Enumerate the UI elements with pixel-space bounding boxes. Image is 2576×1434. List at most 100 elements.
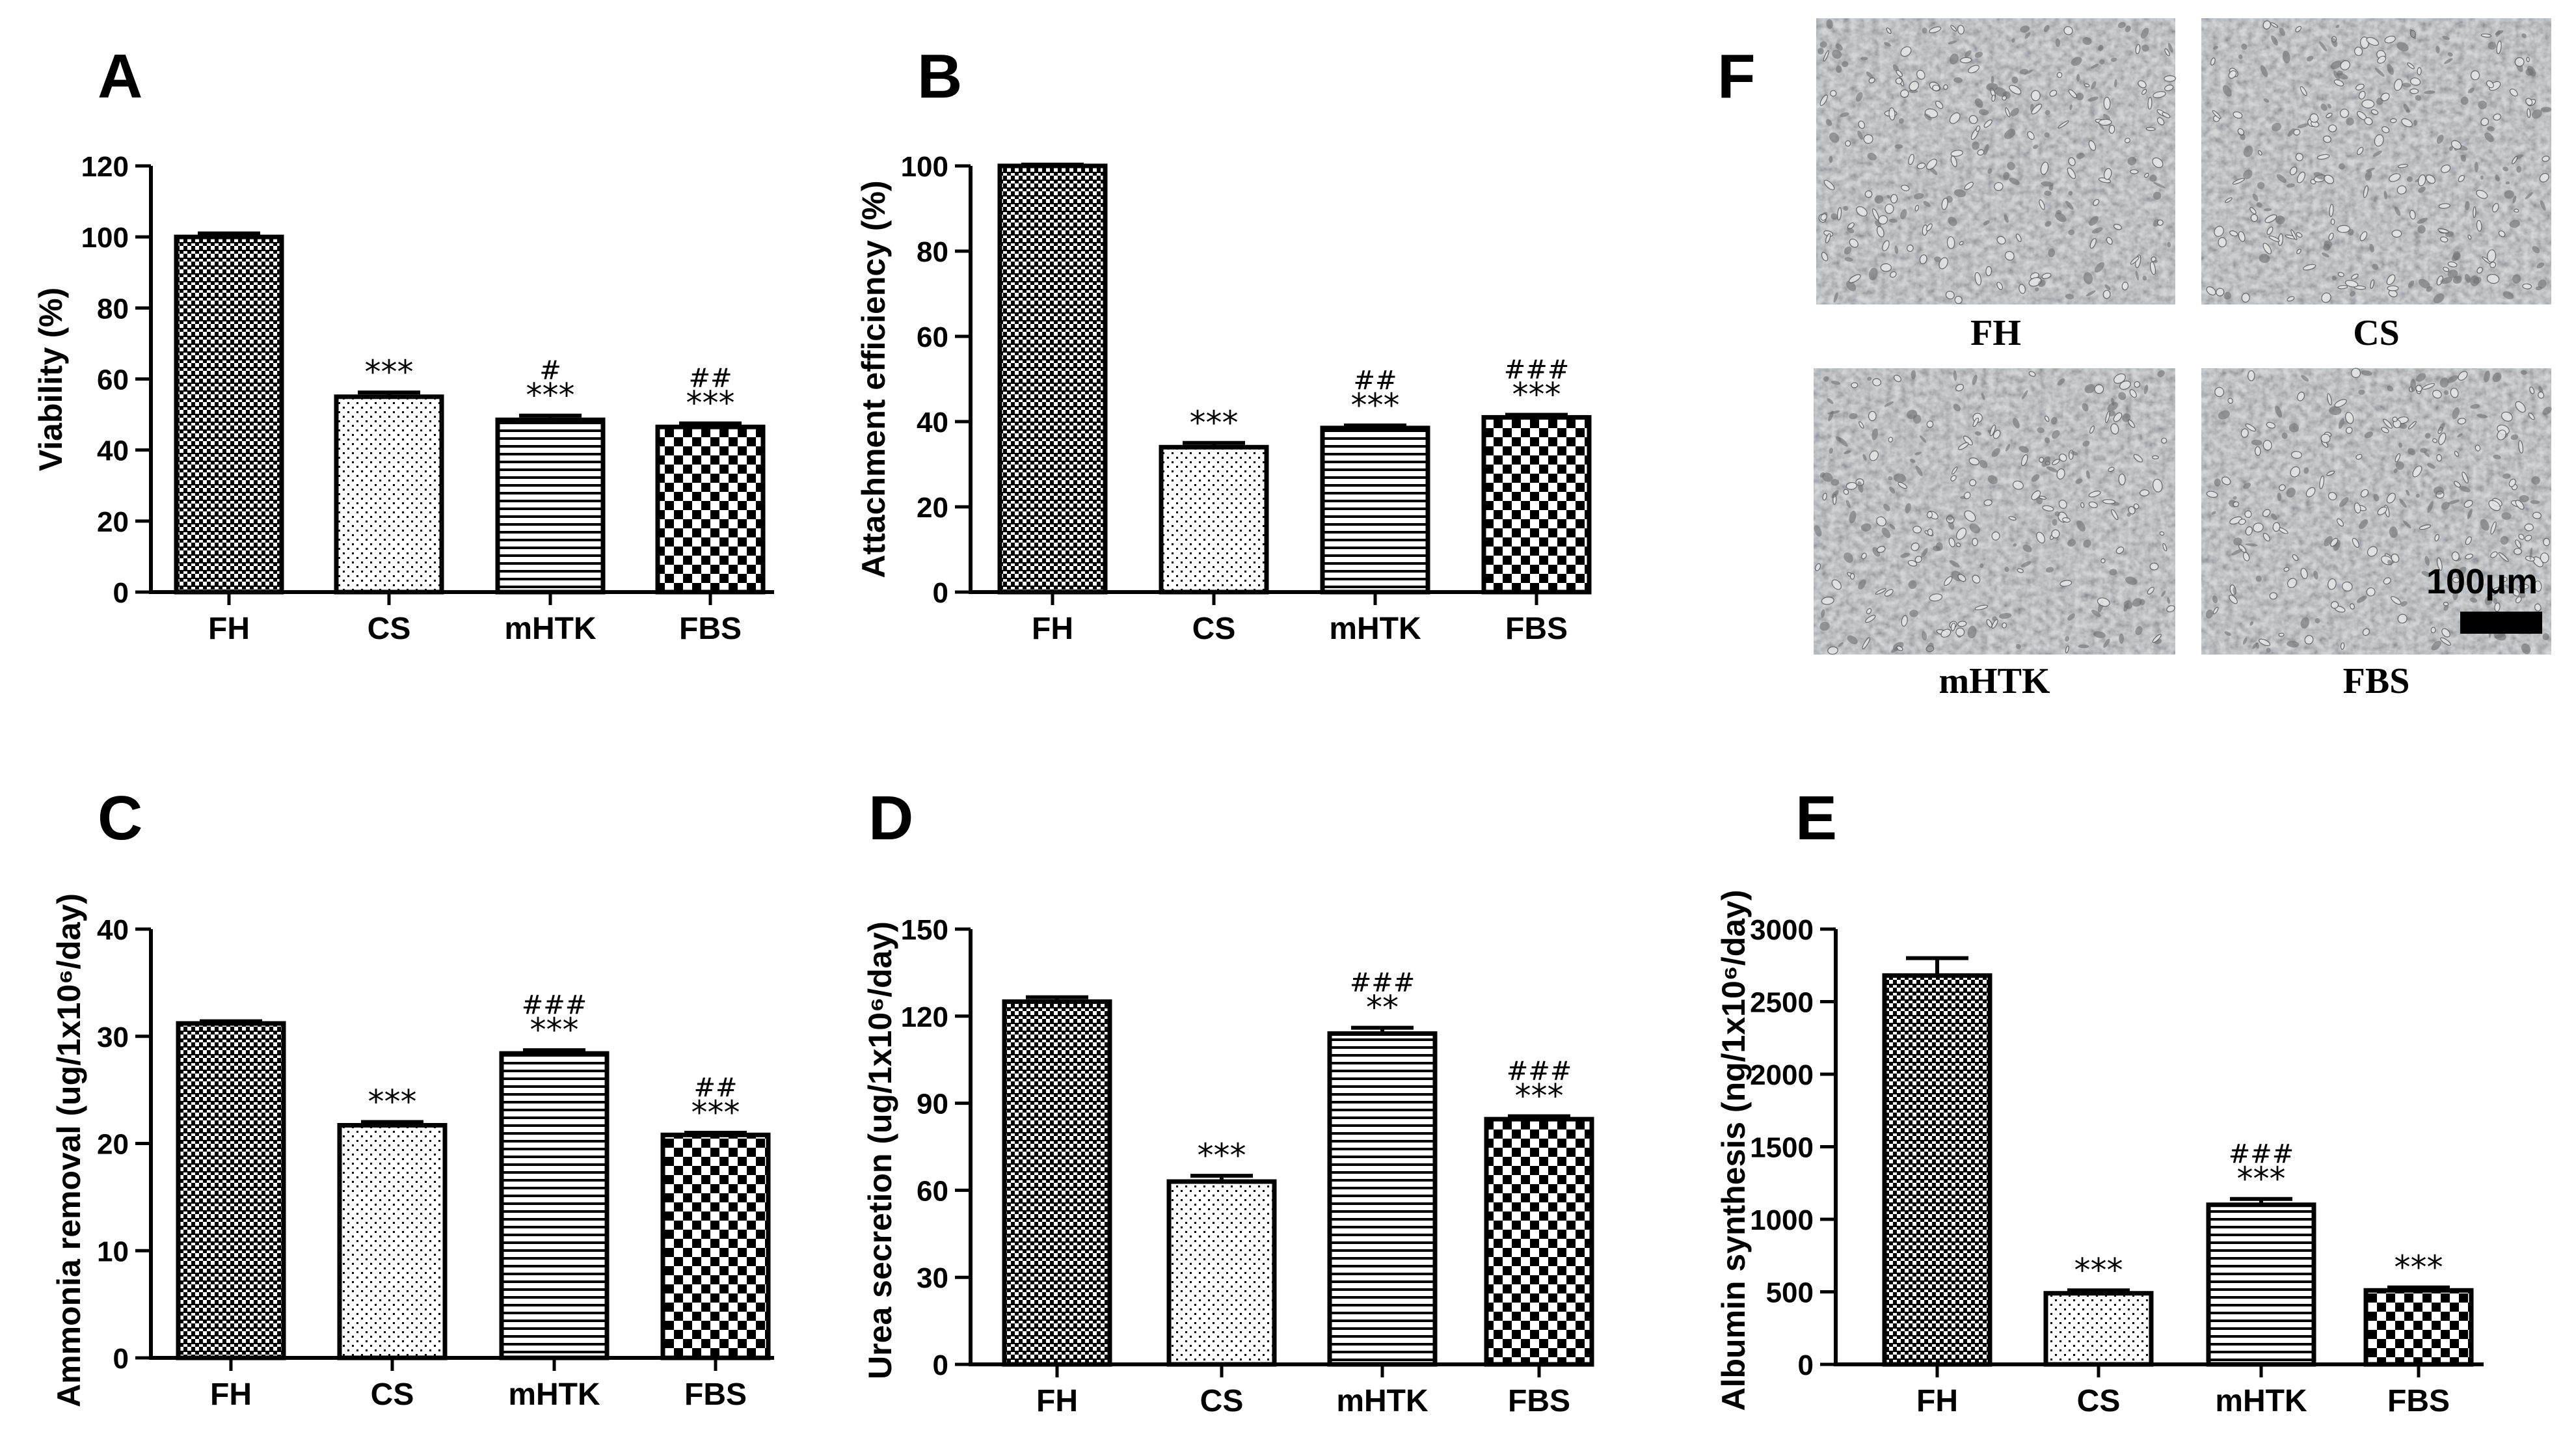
cell: [2514, 548, 2522, 555]
cell: [1849, 238, 1858, 248]
cell: [1884, 401, 1894, 407]
cell: [2345, 427, 2353, 434]
cell: [2262, 243, 2272, 254]
cell: [2372, 150, 2382, 157]
cell: [1967, 625, 1977, 639]
cell: [2432, 438, 2437, 443]
cell: [2526, 57, 2530, 62]
cell: [1874, 195, 1884, 204]
cell: [1948, 537, 1955, 548]
y-axis-title-d: Urea secretion (ug/1x10⁶/day): [862, 921, 898, 1379]
cell: [2387, 560, 2393, 565]
cell: [2328, 578, 2337, 590]
cell: [2331, 275, 2337, 281]
cell: [2242, 552, 2250, 561]
cell: [2147, 97, 2153, 110]
cell: [2083, 272, 2093, 284]
sig-hash-c: ###: [522, 990, 587, 1020]
y-tick-label-c: 0: [113, 1343, 129, 1375]
cell: [2391, 229, 2402, 238]
cell: [2103, 638, 2110, 648]
cell: [2157, 219, 2164, 226]
category-label-a: mHTK: [504, 612, 597, 646]
cell: [1900, 209, 1907, 220]
cell: [1926, 420, 1934, 428]
cell: [2076, 152, 2085, 159]
cell: [2476, 414, 2488, 418]
cell: [2068, 191, 2073, 196]
cell: [2518, 440, 2524, 454]
cell: [2467, 234, 2472, 240]
cell: [2153, 191, 2162, 200]
micrograph-fh: [1816, 18, 2176, 304]
panel-label-c: C: [98, 783, 142, 853]
sig-hash-d: ###: [1350, 968, 1415, 998]
cell: [2421, 571, 2432, 577]
cell: [1868, 267, 1878, 280]
cell: [2115, 547, 2125, 554]
cell: [1972, 575, 1981, 584]
cell: [2123, 600, 2133, 610]
cell: [2059, 580, 2073, 587]
category-label-e: mHTK: [2215, 1384, 2307, 1418]
cell: [2460, 96, 2469, 105]
cell: [1951, 467, 1958, 475]
cell: [2068, 229, 2075, 236]
cell: [2543, 537, 2551, 547]
cell: [2245, 423, 2256, 432]
cell: [2508, 478, 2516, 487]
cell: [2514, 208, 2519, 213]
cell: [2166, 605, 2175, 613]
cell: [2509, 88, 2518, 97]
cell: [2328, 492, 2337, 500]
cell: [2530, 500, 2540, 504]
cell: [2525, 68, 2534, 76]
cell: [1955, 542, 1961, 547]
cell: [2031, 103, 2043, 115]
cell: [2003, 172, 2010, 181]
cell: [2110, 423, 2119, 435]
cell: [2078, 644, 2089, 649]
cell: [1913, 193, 1924, 200]
cell: [2135, 270, 2139, 281]
cell: [2086, 470, 2090, 479]
cell: [2094, 262, 2105, 273]
cell: [1849, 413, 1858, 420]
cell: [1914, 556, 1922, 563]
cell: [2452, 576, 2460, 583]
cell: [1987, 475, 1998, 485]
cell: [2279, 484, 2286, 491]
cell: [1829, 156, 1833, 163]
cell: [2212, 595, 2218, 603]
cell: [1881, 527, 1891, 538]
cell: [1950, 25, 1957, 32]
cell: [2048, 248, 2055, 258]
cell: [2330, 537, 2339, 547]
cell: [2127, 156, 2136, 166]
cell: [1827, 411, 1840, 414]
cell: [2167, 597, 2170, 604]
cell: [1968, 64, 1979, 74]
cell: [2287, 128, 2295, 137]
cell: [2012, 480, 2024, 490]
cell: [2410, 379, 2417, 392]
cell: [2435, 46, 2440, 54]
cell: [2270, 513, 2277, 521]
cell: [2354, 46, 2363, 57]
cell: [2049, 90, 2058, 97]
sig-star-e: ***: [2237, 1160, 2286, 1198]
cell: [2043, 25, 2050, 33]
cell: [2392, 416, 2398, 422]
cell: [2069, 104, 2073, 111]
cell: [2296, 171, 2305, 183]
cell: [2441, 164, 2451, 173]
sig-hash-a: ##: [688, 364, 732, 394]
y-tick-label-e: 0: [1798, 1349, 1814, 1381]
cell: [2269, 592, 2277, 600]
cell: [2045, 437, 2050, 444]
cell: [1991, 619, 1998, 629]
cell: [1954, 189, 1966, 198]
cell: [1983, 220, 1990, 226]
panel-label-e: E: [1795, 783, 1837, 853]
